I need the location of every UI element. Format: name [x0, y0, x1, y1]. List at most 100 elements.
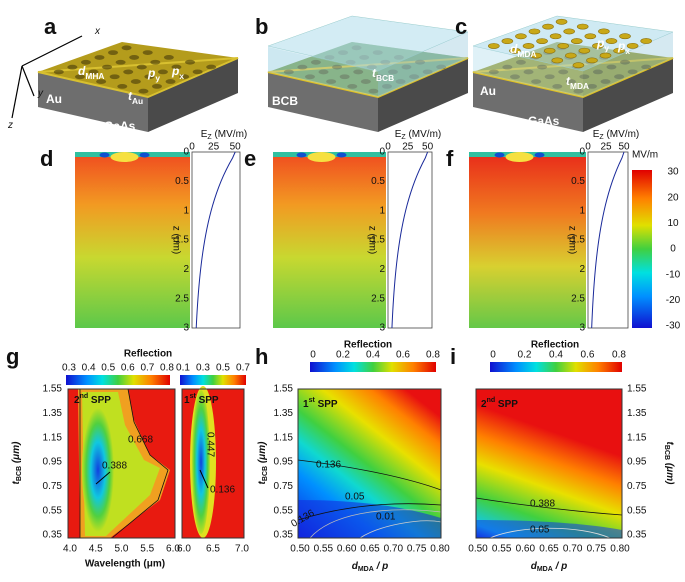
disk	[640, 38, 652, 44]
schematic-label: Au	[480, 84, 496, 98]
hole	[318, 69, 329, 75]
hole	[102, 64, 113, 70]
profile-tick-label: 25	[402, 142, 414, 153]
hole	[185, 59, 196, 65]
hole	[353, 69, 364, 75]
text-part: t	[664, 442, 675, 446]
hole	[387, 69, 398, 75]
hole	[509, 74, 520, 80]
x-tick-label: 6.5	[206, 544, 220, 555]
depth-tick-label: 2.5	[371, 293, 385, 304]
y-tick-label: 0.55	[627, 505, 647, 516]
disk	[557, 43, 570, 49]
disk	[515, 33, 527, 40]
hole	[96, 79, 107, 84]
x-label: Wavelength (μm)	[85, 559, 165, 570]
colorbar-title: Reflection	[344, 340, 392, 351]
text-part: x	[179, 71, 184, 81]
hole	[502, 64, 513, 70]
hole	[409, 74, 420, 80]
colorbar-tick-label: 30	[667, 167, 679, 178]
y-tick-label: 0.75	[627, 481, 647, 492]
contour	[297, 503, 442, 521]
disk	[578, 47, 591, 54]
hole	[360, 79, 371, 84]
hole	[368, 88, 379, 94]
text-part: d	[510, 42, 518, 56]
hot-spot	[307, 152, 336, 162]
text-part: BCB	[272, 94, 298, 108]
panel-label: e	[244, 146, 256, 171]
y-tick-label: 1.35	[627, 408, 647, 419]
hole	[515, 59, 526, 65]
hole	[395, 79, 406, 84]
depth-tick-label: 2.5	[175, 293, 189, 304]
y-label: tBCB (μm)	[663, 442, 676, 486]
map-frame	[181, 388, 245, 539]
text-part: nd	[80, 393, 89, 400]
schematic-label: py	[147, 66, 160, 83]
text-part: p	[596, 36, 604, 50]
panel-label: i	[450, 344, 456, 369]
colorbar-tick-label: 0.6	[581, 350, 595, 361]
hole	[115, 59, 126, 65]
hole	[381, 83, 392, 89]
panel-label: c	[455, 14, 467, 39]
text-part: MDA	[358, 566, 374, 573]
text-part: Z	[207, 134, 212, 141]
profile-curve	[391, 151, 429, 329]
hole	[297, 64, 308, 70]
schematic-label: tMDA	[566, 74, 589, 91]
text-part: (MV/m)	[406, 129, 442, 140]
depth-tick-label: 3	[379, 323, 385, 334]
x-tick-label: 0.55	[492, 544, 512, 555]
hole	[130, 79, 141, 84]
profile-tick-label: 0	[385, 142, 391, 153]
depth-label: z (μm)	[366, 226, 377, 255]
x-label: dMDA / p	[352, 561, 389, 574]
text-part: Z	[599, 134, 604, 141]
hole	[627, 69, 638, 75]
field-map	[469, 152, 586, 328]
hot-spot	[110, 152, 139, 162]
mda-front	[473, 46, 583, 97]
colorbar-tick-label: 0.6	[396, 350, 410, 361]
colorbar-tick-label: 0.2	[336, 350, 350, 361]
contour-label: 0.136	[210, 485, 235, 496]
bcb-front	[268, 46, 378, 97]
hole	[573, 88, 584, 94]
bcb-top	[267, 15, 469, 72]
disk	[619, 33, 631, 40]
text-part: st	[309, 397, 316, 404]
colorbar-tick-label: 0.4	[366, 350, 380, 361]
text-part: (MV/m)	[604, 129, 640, 140]
schematic-label: dMDA	[510, 42, 536, 59]
profile-title: EZ (MV/m)	[201, 129, 248, 142]
hole	[347, 84, 358, 89]
cold-spot	[534, 152, 545, 158]
text-part: nd	[487, 397, 496, 404]
text-part: MDA	[517, 49, 536, 59]
disk	[509, 47, 521, 54]
hole	[620, 59, 631, 65]
panel-label: d	[40, 146, 53, 171]
text-part: y	[155, 73, 160, 83]
x-tick-label: 6.0	[166, 544, 180, 555]
hole	[310, 59, 321, 65]
colorbar	[490, 362, 622, 372]
text-part: st	[190, 393, 197, 400]
hole	[332, 64, 343, 70]
x-tick-label: 0.75	[587, 544, 607, 555]
text-part: E	[593, 129, 600, 140]
colorbar-tick-label: 0	[670, 244, 676, 255]
depth-tick-label: 3	[183, 323, 189, 334]
axis-arrow	[21, 65, 35, 97]
x-tick-label: 4.0	[63, 544, 77, 555]
profile-title: EZ (MV/m)	[593, 129, 640, 142]
hole	[94, 55, 105, 60]
block-left-face	[38, 72, 148, 132]
hole	[606, 64, 617, 70]
text-part: y	[604, 43, 609, 53]
y-tick-label: 1.55	[274, 384, 294, 395]
